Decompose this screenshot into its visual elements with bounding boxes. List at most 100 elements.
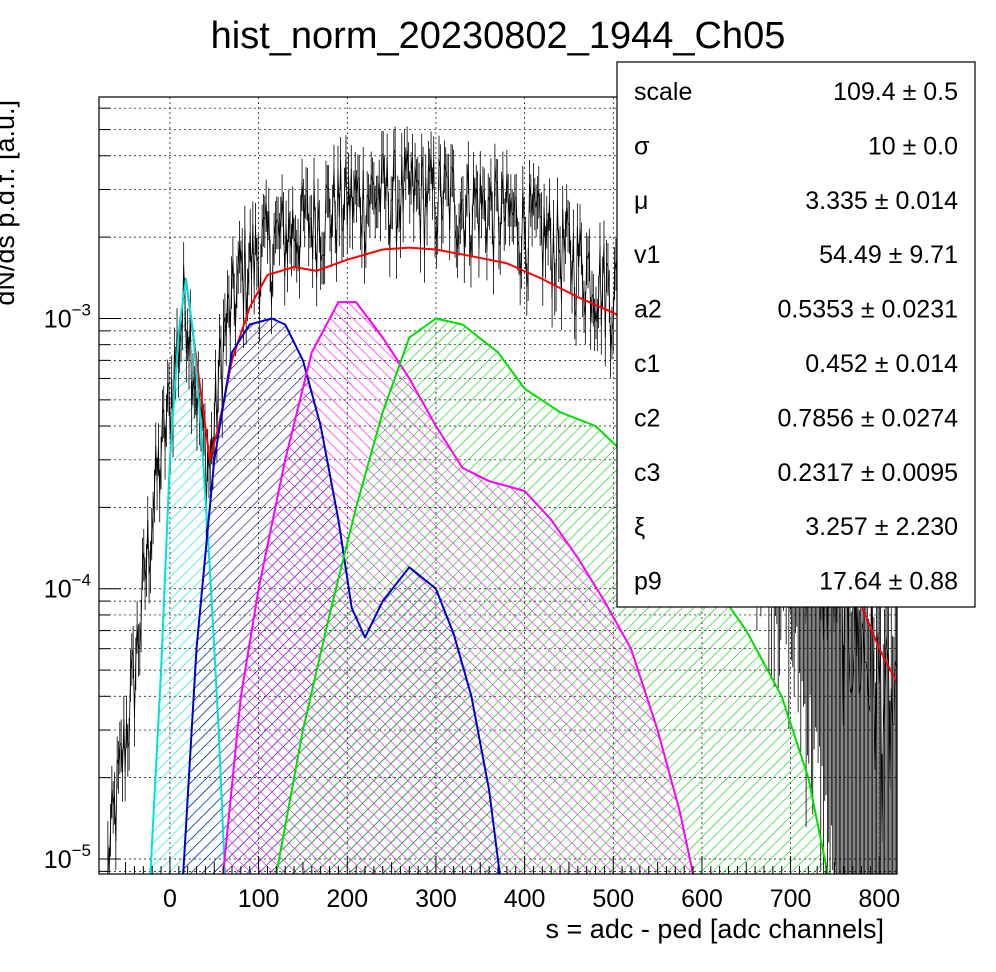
histogram-step	[191, 376, 194, 406]
histogram-step	[877, 632, 880, 683]
histogram-step	[155, 446, 158, 482]
histogram-step	[413, 166, 416, 213]
histogram-step	[179, 332, 182, 344]
histogram-step	[348, 176, 351, 219]
chart-title: hist_norm_20230802_1944_Ch05	[211, 15, 786, 57]
histogram-step	[882, 697, 885, 733]
x-tick-label: 200	[326, 885, 368, 913]
histogram-step	[283, 215, 286, 277]
histogram-step	[373, 185, 376, 210]
histogram-step	[317, 202, 320, 224]
histogram-step	[590, 294, 593, 321]
histogram-step	[866, 670, 870, 705]
histogram-step	[579, 227, 582, 246]
histogram-step	[189, 312, 193, 405]
fit-curve	[149, 278, 226, 874]
histogram-step	[123, 719, 126, 773]
histogram-step	[505, 173, 508, 216]
stats-param-value: 0.5353 ± 0.0231	[777, 296, 958, 324]
histogram-step	[551, 223, 554, 299]
y-axis: 10−5 10−4 10−3	[44, 107, 121, 874]
histogram-step	[396, 198, 399, 250]
histogram-step	[366, 194, 369, 198]
histogram-step	[216, 383, 219, 433]
histogram-step	[564, 207, 568, 235]
x-tick-label: 800	[858, 885, 900, 913]
histogram-step	[257, 257, 260, 313]
stats-param-value: 10 ± 0.0	[868, 132, 958, 160]
histogram-step	[575, 226, 578, 317]
stats-box: scale 109.4 ± 0.5 σ 10 ± 0.0 μ 3.335 ± 0.014 v…	[616, 61, 976, 608]
histogram-step	[356, 177, 359, 194]
histogram-step	[362, 170, 365, 255]
histogram-step	[533, 186, 536, 202]
histogram-step	[549, 201, 552, 242]
histogram-step	[236, 264, 239, 280]
histogram-step	[400, 156, 403, 229]
histogram-step	[268, 211, 271, 263]
histogram-step	[147, 519, 150, 575]
histogram-step	[490, 181, 493, 215]
histogram-step	[547, 201, 550, 237]
histogram-step	[165, 382, 169, 418]
histogram-step	[244, 229, 247, 316]
histogram-step	[881, 732, 884, 843]
histogram-step	[422, 170, 425, 254]
histogram-step	[888, 662, 891, 790]
histogram-step	[139, 623, 142, 646]
histogram-step	[312, 181, 315, 260]
histogram-step	[333, 168, 336, 225]
histogram-step	[447, 177, 451, 232]
histogram-step	[872, 633, 875, 704]
histogram-step	[148, 564, 151, 575]
fit-curve	[182, 317, 501, 874]
histogram-step	[207, 452, 210, 469]
histogram-step	[127, 741, 130, 748]
histogram-step	[320, 254, 323, 261]
histogram-step	[576, 226, 580, 267]
y-tick-label: 10−3	[44, 300, 91, 333]
histogram-step	[451, 167, 455, 174]
histogram-step	[880, 653, 883, 843]
histogram-step	[596, 299, 600, 323]
stats-param-name: a2	[634, 296, 662, 324]
histogram-step	[430, 154, 433, 191]
histogram-step	[860, 621, 863, 683]
component-fills	[150, 279, 828, 874]
histogram-step	[275, 219, 278, 225]
histogram-step	[604, 263, 608, 338]
histogram-step	[330, 208, 334, 239]
histogram-step	[414, 166, 417, 183]
histogram-step	[507, 197, 510, 217]
histogram-step	[493, 166, 496, 266]
histogram-step	[273, 224, 276, 237]
histogram-step	[607, 266, 610, 294]
histogram-step	[445, 170, 448, 178]
histogram-step	[402, 152, 405, 214]
histogram-step	[889, 688, 892, 790]
histogram-step	[328, 188, 331, 223]
histogram-step	[543, 207, 546, 250]
histogram-step	[154, 446, 157, 494]
histogram-step	[852, 650, 855, 686]
histogram-step	[555, 200, 558, 283]
histogram-step	[894, 661, 897, 668]
histogram-step	[890, 688, 893, 725]
histogram-step	[382, 154, 385, 180]
histogram-step	[164, 417, 167, 451]
histogram-step	[606, 262, 609, 267]
histogram-step	[353, 175, 356, 195]
histogram-step	[397, 198, 400, 204]
histogram-step	[300, 181, 303, 219]
stats-param-name: c3	[634, 459, 660, 487]
histogram-step	[135, 624, 138, 661]
histogram-step	[130, 656, 133, 673]
histogram-step	[151, 515, 154, 532]
histogram-step	[160, 413, 163, 461]
stats-param-value: 17.64 ± 0.88	[819, 568, 958, 596]
histogram-step	[321, 254, 324, 257]
histogram-step	[354, 175, 357, 194]
stats-param-name: v1	[634, 241, 660, 269]
histogram-step	[506, 173, 509, 198]
histogram-step	[409, 175, 412, 195]
